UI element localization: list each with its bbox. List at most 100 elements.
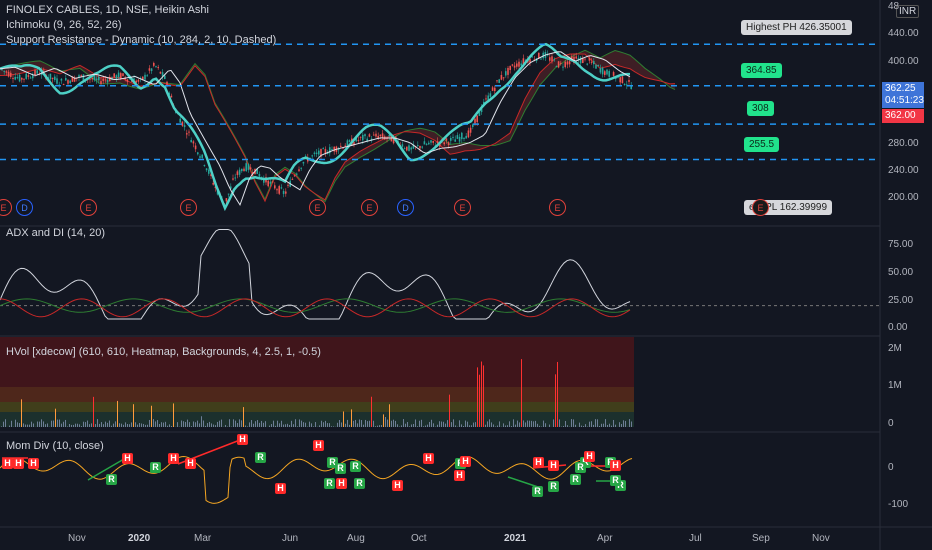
- earnings-marker[interactable]: E: [752, 199, 769, 216]
- di-plus-line: [0, 298, 631, 313]
- price-candle: [465, 135, 467, 139]
- price-candle: [467, 130, 470, 138]
- volume-bar: [157, 420, 158, 427]
- volume-bar: [427, 424, 428, 427]
- volume-bar: [103, 424, 104, 427]
- time-label: Nov: [812, 533, 830, 544]
- volume-bar: [605, 419, 606, 427]
- price-candle: [511, 64, 514, 66]
- price-candle: [3, 70, 5, 72]
- volume-bar: [631, 421, 632, 427]
- price-candle: [157, 67, 159, 69]
- volume-bar: [367, 421, 368, 427]
- price-candle: [38, 74, 41, 76]
- regular-divergence-marker: R: [532, 486, 543, 497]
- earnings-marker[interactable]: E: [454, 199, 471, 216]
- ichimoku-cloud: [0, 50, 675, 202]
- volume-bar: [79, 424, 80, 427]
- price-candle: [531, 56, 533, 58]
- price-candle: [32, 75, 34, 79]
- price-candle: [540, 58, 542, 60]
- earnings-marker[interactable]: E: [0, 199, 12, 216]
- divergence-line: [87, 458, 125, 481]
- earnings-marker[interactable]: E: [309, 199, 326, 216]
- earnings-marker[interactable]: E: [80, 199, 97, 216]
- volume-bar: [441, 421, 442, 427]
- volume-bar: [513, 419, 514, 427]
- symbol-title[interactable]: FINOLEX CABLES, 1D, NSE, Heikin Ashi: [6, 4, 209, 16]
- volume-bar: [503, 423, 504, 427]
- price-candle: [7, 71, 10, 77]
- price-candle: [25, 73, 27, 79]
- time-label: 2020: [128, 533, 151, 544]
- price-candle: [626, 84, 628, 86]
- level-callout[interactable]: 364.85: [741, 63, 782, 78]
- currency-button[interactable]: INR: [896, 5, 920, 18]
- price-candle: [117, 72, 120, 78]
- price-candle: [322, 148, 324, 150]
- volume-bar: [337, 422, 338, 427]
- price-candle: [584, 58, 586, 60]
- price-candle: [474, 118, 476, 124]
- hidden-divergence-marker: H: [548, 460, 559, 471]
- dividend-marker[interactable]: D: [397, 199, 414, 216]
- volume-bar: [135, 422, 136, 427]
- volume-bar: [543, 420, 544, 427]
- volume-bar: [25, 424, 26, 427]
- level-callout[interactable]: 308: [747, 101, 774, 116]
- hidden-divergence-marker: H: [185, 458, 196, 469]
- price-candle: [227, 193, 230, 195]
- volume-bar: [581, 425, 582, 427]
- price-candle: [443, 142, 445, 145]
- price-candle: [353, 142, 355, 145]
- dividend-marker[interactable]: D: [16, 199, 33, 216]
- volume-bar: [443, 421, 444, 427]
- ichimoku-legend[interactable]: Ichimoku (9, 26, 52, 26): [6, 19, 122, 31]
- price-candle: [179, 118, 181, 123]
- price-candle: [73, 77, 76, 82]
- price-candle: [606, 69, 608, 75]
- volume-bar: [113, 423, 114, 427]
- earnings-marker[interactable]: E: [549, 199, 566, 216]
- price-candle: [234, 177, 236, 179]
- volume-bar: [519, 422, 520, 427]
- volume-bar: [279, 423, 280, 427]
- highest-ph-callout[interactable]: Highest PH 426.35001: [741, 20, 852, 35]
- price-candle: [271, 181, 274, 183]
- momdiv-legend[interactable]: Mom Div (10, close): [6, 440, 104, 452]
- price-candle: [230, 186, 232, 189]
- price-tick-top-partial: 48: [888, 1, 900, 12]
- support-resistance-legend[interactable]: Support Resistance - Dynamic (10, 284, 2…: [6, 34, 277, 46]
- hvol-legend[interactable]: HVol [xdecow] (610, 610, Heatmap, Backgr…: [6, 346, 321, 358]
- volume-bar: [629, 419, 630, 427]
- earnings-marker[interactable]: E: [180, 199, 197, 216]
- hidden-divergence-marker: H: [28, 458, 39, 469]
- volume-bar: [611, 425, 612, 427]
- volume-bar: [585, 424, 586, 427]
- price-candle: [23, 78, 25, 80]
- price-candle: [144, 74, 146, 80]
- regular-divergence-marker: R: [350, 461, 361, 472]
- level-callout[interactable]: 255.5: [744, 137, 780, 152]
- volume-bar: [465, 420, 466, 427]
- volume-bar: [595, 419, 596, 427]
- hvol-tick: 0: [888, 418, 894, 429]
- adx-legend[interactable]: ADX and DI (14, 20): [6, 227, 106, 239]
- price-candle: [67, 80, 69, 84]
- price-candle: [201, 154, 203, 158]
- price-candle: [529, 58, 531, 63]
- volume-bar: [423, 426, 424, 427]
- volume-bar: [359, 419, 360, 427]
- price-candle: [344, 145, 346, 147]
- hidden-divergence-marker: H: [336, 478, 347, 489]
- price-candle: [216, 191, 219, 195]
- volume-bar: [289, 424, 290, 427]
- volume-bar: [347, 419, 348, 427]
- volume-bar: [467, 421, 468, 427]
- price-candle: [362, 134, 364, 141]
- volume-bar: [533, 421, 534, 427]
- earnings-marker[interactable]: E: [361, 199, 378, 216]
- price-candle: [155, 66, 157, 68]
- volume-bar: [401, 425, 402, 427]
